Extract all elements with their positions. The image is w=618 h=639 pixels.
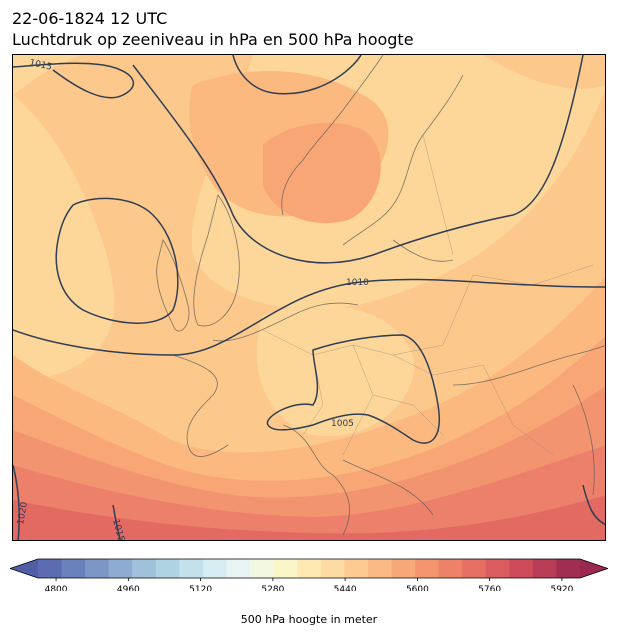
map-title-datetime: 22-06-1824 12 UTC [12,9,168,28]
colorbar-tick-label: 5120 [189,585,212,591]
colorbar-segments [8,558,610,579]
colorbar-segment [61,559,86,578]
colorbar-segment [438,559,463,578]
isobar-layer [13,55,605,540]
colorbar-tick-label: 4960 [117,585,140,591]
colorbar-segment [132,559,157,578]
isobar-label-layer: 1015 1010 1005 1020 1015 [16,58,369,541]
isobar-label-1020: 1020 [16,501,30,526]
isobar-label-1015-south: 1015 [110,518,126,541]
isobar-1015-south [112,484,605,540]
colorbar-label: 500 hPa hoogte in meter [240,613,378,626]
isobar-1015-low [232,55,362,95]
isobar-label-1005: 1005 [331,419,354,429]
fill-5640-center [256,305,415,437]
colorbar-segment [485,559,510,578]
fill-5760-north [263,122,381,224]
colorbar-segment [179,559,204,578]
colorbar-tick-label: 4800 [45,585,68,591]
map-title-description: Luchtdruk op zeeniveau in hPa en 500 hPa… [12,30,414,49]
colorbar-tick-label: 5600 [406,585,429,591]
colorbar-tick-label: 5440 [334,585,357,591]
colorbar-tick-label: 5280 [261,585,284,591]
fill-5840 [13,445,605,540]
weather-map: 1015 1010 1005 1020 1015 [12,54,606,541]
colorbar-segment [391,559,416,578]
fill-5880 [13,495,605,540]
colorbar-segment [297,559,322,578]
isobar-1005 [266,334,440,444]
colorbar-segment [532,559,557,578]
colorbar-segment [108,559,133,578]
colorbar-segment [202,559,228,578]
colorbar-segment [273,559,298,578]
isobar-label-1015-north: 1015 [28,58,52,73]
colorbar-segment [462,559,487,578]
coastline-continent [172,302,605,536]
colorbar-ticks: 4800 4960 5120 5280 5440 5600 5760 5920 [45,578,574,595]
isobar-1015-north [13,55,584,264]
isobar-1015-west [55,197,179,324]
coastline-layer [156,55,605,536]
colorbar-extend-low [10,559,38,578]
colorbar-segment [556,559,581,578]
colorbar-segment [320,559,345,578]
colorbar-tick-label: 5920 [550,585,573,591]
height-fill-layer [13,55,605,540]
colorbar-segment [226,559,251,578]
colorbar: 4800 4960 5120 5280 5440 5600 5760 5920 [8,557,610,595]
colorbar-segment [155,559,180,578]
colorbar-segment [367,559,392,578]
colorbar-segment [38,559,63,578]
colorbar-segment [415,559,440,578]
colorbar-extend-high [580,559,608,578]
coastline-scandinavia [281,55,464,262]
isobar-1020-south [13,464,20,540]
colorbar-tick-label: 5760 [478,585,501,591]
isobar-1010 [13,278,605,356]
isobar-label-1010: 1010 [346,278,369,288]
fill-5680-east [483,55,605,89]
colorbar-segment [250,559,275,578]
colorbar-segment [509,559,534,578]
colorbar-segment [344,559,369,578]
colorbar-segment [85,559,110,578]
